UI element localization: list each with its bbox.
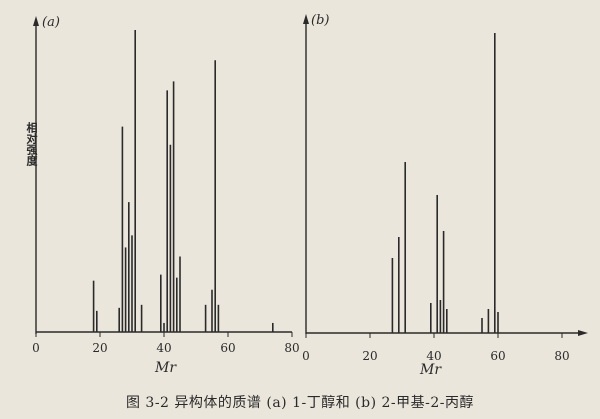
tick-label-a-80: 80 xyxy=(284,341,299,355)
panel-a-x-ticks: 0 20 40 60 80 xyxy=(32,332,300,355)
tick-label-a-20: 20 xyxy=(92,341,107,355)
panel-a-peaks xyxy=(92,30,274,332)
panel-a-x-axis-label: Mr xyxy=(154,360,177,376)
y-axis-label: 相对强度 xyxy=(25,122,38,166)
panel-b-x-axis-arrow xyxy=(578,330,588,336)
panel-b-x-ticks: 0 20 40 60 80 xyxy=(302,333,570,363)
tick-label-a-0: 0 xyxy=(32,341,40,355)
panel-b-peaks xyxy=(391,33,499,333)
tick-label-b-0: 0 xyxy=(302,349,310,363)
figure-caption: 图 3-2 异构体的质谱 (a) 1-丁醇和 (b) 2-甲基-2-丙醇 xyxy=(125,395,475,411)
tick-label-b-40: 40 xyxy=(426,349,441,363)
panel-b-label: (b) xyxy=(311,13,329,28)
panel-b-y-axis-arrow xyxy=(303,14,309,24)
tick-label-a-60: 60 xyxy=(220,341,235,355)
panel-a-spectrum: (a) 0 20 40 60 80 Mr xyxy=(32,15,299,376)
tick-label-b-60: 60 xyxy=(490,349,505,363)
tick-label-b-80: 80 xyxy=(554,349,569,363)
tick-label-a-40: 40 xyxy=(156,341,171,355)
panel-a-y-axis-arrow xyxy=(33,16,39,26)
tick-label-b-20: 20 xyxy=(362,349,377,363)
panel-b-x-axis-label: Mr xyxy=(419,362,442,378)
panel-b-spectrum: (b) 0 20 40 60 80 Mr xyxy=(302,13,588,378)
panel-a-label: (a) xyxy=(42,15,60,30)
